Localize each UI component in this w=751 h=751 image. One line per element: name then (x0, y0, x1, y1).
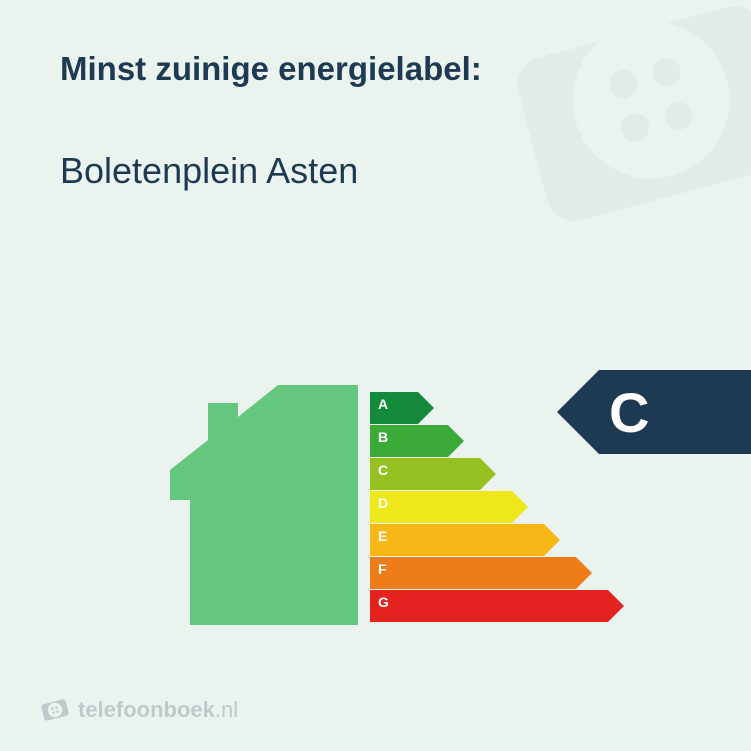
bar-label: A (378, 396, 388, 412)
bar-label: C (378, 462, 388, 478)
bar-tip (418, 392, 434, 424)
house-icon (170, 385, 358, 625)
page-title: Minst zuinige energielabel: (60, 50, 482, 88)
location-name: Boletenplein Asten (60, 150, 358, 192)
bar-tip (448, 425, 464, 457)
bar-label: E (378, 528, 387, 544)
footer-brand-tld: .nl (215, 697, 238, 722)
rating-letter: C (609, 380, 649, 445)
footer-brand: telefoonboek.nl (40, 695, 238, 725)
rating-arrow: C (557, 370, 751, 454)
energy-label-chart: A B C D E F G (170, 380, 590, 640)
bar-body (370, 524, 544, 556)
footer-brand-name: telefoonboek (78, 697, 215, 722)
bar-tip (512, 491, 528, 523)
bar-label: D (378, 495, 388, 511)
rating-arrow-body: C (599, 370, 751, 454)
bar-tip (544, 524, 560, 556)
rating-arrow-tip (557, 370, 599, 454)
watermark-icon (511, 0, 751, 240)
phonebook-icon (40, 695, 70, 725)
bar-body (370, 491, 512, 523)
bar-body (370, 557, 576, 589)
bar-body (370, 590, 608, 622)
bar-tip (576, 557, 592, 589)
bar-label: F (378, 561, 387, 577)
bar-tip (480, 458, 496, 490)
footer-text: telefoonboek.nl (78, 697, 238, 723)
bar-label: B (378, 429, 388, 445)
bar-label: G (378, 594, 389, 610)
bar-tip (608, 590, 624, 622)
